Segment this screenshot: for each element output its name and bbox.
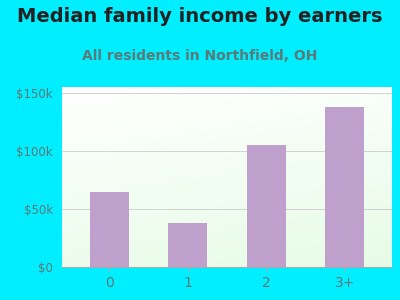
Bar [325, 107, 364, 267]
Text: All residents in Northfield, OH: All residents in Northfield, OH [82, 50, 318, 64]
Bar [168, 223, 207, 267]
Bar [90, 191, 129, 267]
Bar [247, 145, 286, 267]
Text: Median family income by earners: Median family income by earners [17, 8, 383, 26]
